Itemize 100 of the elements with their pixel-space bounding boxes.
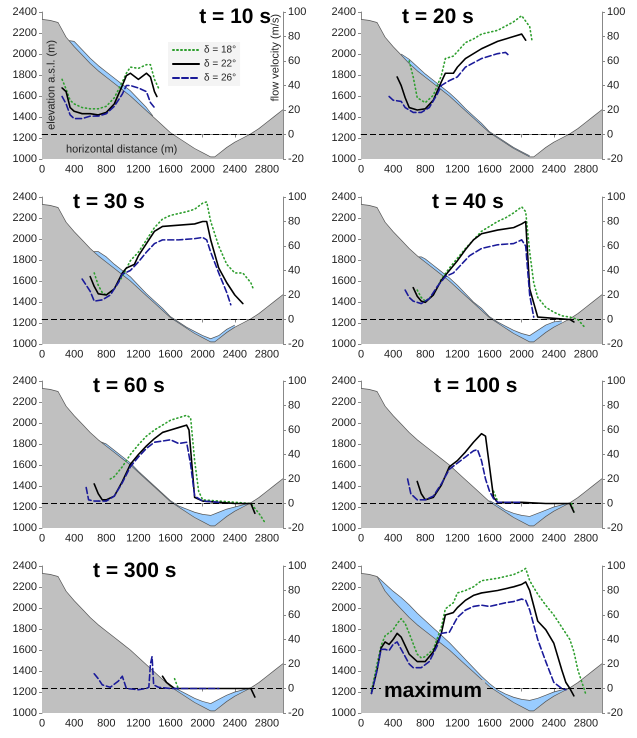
y2-tick-label: 0 <box>606 498 613 510</box>
y-tick-label: 2200 <box>331 212 356 224</box>
y-tick-label: 1400 <box>331 296 356 308</box>
y2-tick-label: 100 <box>606 6 625 18</box>
y-tick-label: 1400 <box>12 296 37 308</box>
x-tick-label: 2400 <box>541 164 566 176</box>
x-tick-label: 400 <box>64 532 84 544</box>
line-series <box>396 33 526 111</box>
x-tick-label: 2800 <box>573 717 598 729</box>
x-tick-label: 2000 <box>190 717 215 729</box>
x-tick-label: 1600 <box>158 164 183 176</box>
y-tick-label: 2200 <box>331 580 356 592</box>
chart-title: t = 60 s <box>93 374 165 397</box>
x-tick-label: 0 <box>357 348 364 360</box>
y2-tick-label: 0 <box>288 682 294 694</box>
x-tick-label: 0 <box>38 717 46 729</box>
x-tick-label: 2400 <box>222 348 248 360</box>
y-tick-label: 2400 <box>331 6 356 18</box>
y-tick-label: 1000 <box>12 706 37 718</box>
line-series <box>81 236 232 306</box>
y-tick-label: 1200 <box>12 316 37 328</box>
x-tick-label: 400 <box>383 348 402 360</box>
y2-tick-label: -20 <box>606 706 622 718</box>
x-tick-label: 0 <box>38 532 46 544</box>
x-tick-label: 1600 <box>476 348 502 360</box>
y2-tick-label: 20 <box>288 473 300 485</box>
x-tick-label: 400 <box>383 532 402 544</box>
y2-tick-label: 20 <box>606 473 619 485</box>
x-tick-label: 2400 <box>541 717 566 729</box>
y-tick-label: 2000 <box>331 232 356 244</box>
x-tick-label: 2800 <box>254 164 280 176</box>
y-tick-label: 2400 <box>331 560 356 572</box>
y2-tick-label: -20 <box>606 338 622 350</box>
x-tick-label: 1600 <box>158 532 183 544</box>
y-tick-label: 1600 <box>331 90 356 102</box>
y-tick-label: 1800 <box>331 622 356 634</box>
y-tick-label: 1000 <box>12 153 37 165</box>
y2-tick-label: 80 <box>288 215 300 227</box>
y2-tick-label: 60 <box>606 240 619 252</box>
y2-tick-label: 100 <box>288 375 306 387</box>
x-tick-label: 800 <box>97 717 116 729</box>
chart-title: t = 100 s <box>434 374 517 397</box>
line-series <box>388 52 510 114</box>
y-tick-label: 2000 <box>12 417 37 429</box>
y2-tick-label: 100 <box>606 190 625 202</box>
x-tick-label: 1200 <box>444 717 470 729</box>
x-tick-label: 1200 <box>126 532 151 544</box>
y2-tick-label: 100 <box>288 6 306 18</box>
y2-tick-label: 20 <box>288 288 300 300</box>
y-tick-label: 2200 <box>12 27 37 39</box>
y-tick-label: 1800 <box>12 69 37 81</box>
x-tick-label: 2000 <box>508 532 534 544</box>
x-tick-label: 2000 <box>190 348 215 360</box>
x-tick-label: 400 <box>383 717 402 729</box>
x-tick-label: 2400 <box>541 532 566 544</box>
y-tick-label: 1000 <box>331 706 356 718</box>
y-tick-label: 2000 <box>12 232 37 244</box>
x-tick-label: 1200 <box>444 532 470 544</box>
y2-tick-label: 40 <box>288 633 300 645</box>
y-tick-label: 2400 <box>12 375 37 387</box>
y-tick-label: 2000 <box>331 48 356 60</box>
y-tick-label: 1200 <box>12 132 37 144</box>
line-series <box>93 655 220 690</box>
x-tick-label: 400 <box>383 164 402 176</box>
x-tick-label: 800 <box>416 164 434 176</box>
y-tick-label: 2200 <box>12 212 37 224</box>
line-series <box>85 439 220 504</box>
x-tick-label: 1600 <box>476 717 502 729</box>
y-tick-label: 1800 <box>331 69 356 81</box>
y2-axis-title: flow velocity (m/s) <box>270 14 282 102</box>
y-tick-label: 1400 <box>12 111 37 123</box>
chart-title: t = 40 s <box>432 190 504 212</box>
y2-tick-label: 80 <box>606 215 619 227</box>
y-tick-label: 1200 <box>12 686 37 698</box>
y2-tick-label: 40 <box>606 80 619 92</box>
y2-tick-label: 100 <box>288 190 306 202</box>
y-tick-label: 1600 <box>331 644 356 656</box>
x-tick-label: 2000 <box>190 164 215 176</box>
x-tick-label: 800 <box>416 532 434 544</box>
x-tick-label: 1600 <box>158 717 183 729</box>
line-series <box>404 238 534 318</box>
y-tick-label: 1800 <box>12 622 37 634</box>
y-tick-label: 1000 <box>12 522 37 534</box>
y2-tick-label: 20 <box>606 288 619 300</box>
y-tick-label: 1000 <box>12 338 37 350</box>
y-tick-label: 1200 <box>331 132 356 144</box>
y2-tick-label: 40 <box>288 448 300 460</box>
x-tick-label: 1600 <box>476 532 502 544</box>
y2-tick-label: 20 <box>288 658 300 670</box>
y-tick-label: 1400 <box>331 480 356 492</box>
y2-tick-label: 60 <box>288 608 300 620</box>
y-tick-label: 2200 <box>331 396 356 408</box>
y2-tick-label: 80 <box>606 584 619 596</box>
x-tick-label: 1600 <box>158 348 183 360</box>
y-tick-label: 1200 <box>12 501 37 513</box>
y2-tick-label: 100 <box>288 560 306 572</box>
y2-tick-label: 100 <box>606 560 625 572</box>
x-tick-label: 0 <box>38 348 46 360</box>
y-tick-label: 1600 <box>12 644 37 656</box>
y-tick-label: 2200 <box>12 580 37 592</box>
